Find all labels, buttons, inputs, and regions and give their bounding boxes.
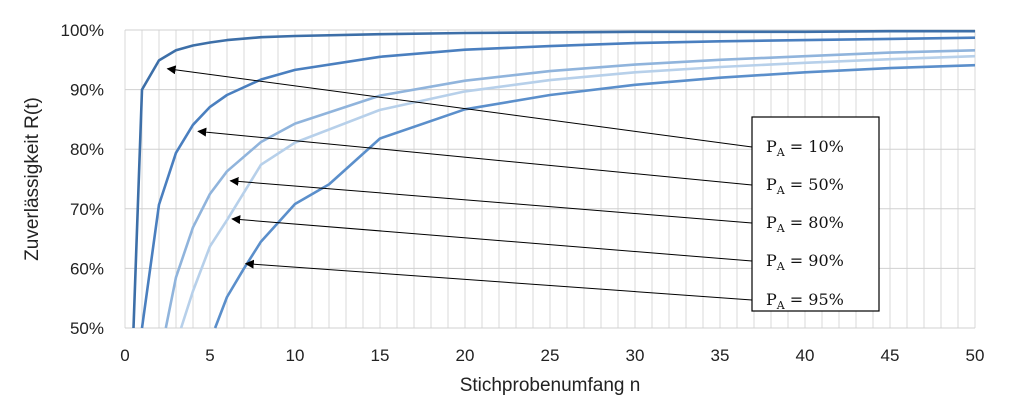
y-axis-title: Zuverlässigkeit R(t)	[22, 97, 43, 261]
series-line	[164, 49, 975, 329]
legend-entry: PA = 10%	[766, 137, 844, 159]
y-tick-label: 100%	[61, 21, 104, 40]
y-tick-label: 90%	[70, 81, 104, 100]
x-tick-label: 0	[120, 346, 129, 365]
annotation-arrow	[244, 259, 753, 301]
y-tick-label: 60%	[70, 259, 104, 278]
annotation-arrows	[166, 65, 753, 301]
annotation-arrow	[229, 176, 753, 224]
x-tick-label: 5	[205, 346, 214, 365]
y-tick-label: 80%	[70, 140, 104, 159]
series-line	[132, 29, 975, 329]
legend-box: PA = 10% PA = 50% PA = 80% PA = 90% PA = 95%	[751, 116, 880, 312]
legend-entry: PA = 90%	[766, 251, 844, 273]
y-tick-label: 50%	[70, 319, 104, 338]
annotation-arrow	[166, 65, 753, 148]
x-tick-label: 35	[711, 346, 730, 365]
legend-entry: PA = 50%	[766, 175, 844, 197]
annotation-arrow	[231, 215, 753, 262]
x-tick-label: 30	[626, 346, 645, 365]
legend-frame	[751, 116, 880, 312]
x-tick-label: 10	[286, 346, 305, 365]
legend-entry: PA = 80%	[766, 213, 844, 235]
series-line	[140, 36, 975, 329]
y-tick-labels: 50% 60% 70% 80% 90% 100%	[61, 21, 104, 338]
series-line	[179, 54, 975, 329]
x-tick-labels: 0 5 10 15 20 25 30 35 40 45 50	[120, 346, 984, 365]
x-axis-title: Stichprobenumfang n	[460, 375, 641, 396]
x-tick-label: 45	[881, 346, 900, 365]
x-tick-label: 40	[796, 346, 815, 365]
x-tick-label: 15	[371, 346, 390, 365]
annotation-arrow	[197, 127, 753, 186]
x-tick-label: 25	[541, 346, 560, 365]
legend-entry: PA = 95%	[766, 290, 844, 312]
x-tick-label: 50	[966, 346, 985, 365]
y-tick-label: 70%	[70, 200, 104, 219]
x-tick-label: 20	[456, 346, 475, 365]
